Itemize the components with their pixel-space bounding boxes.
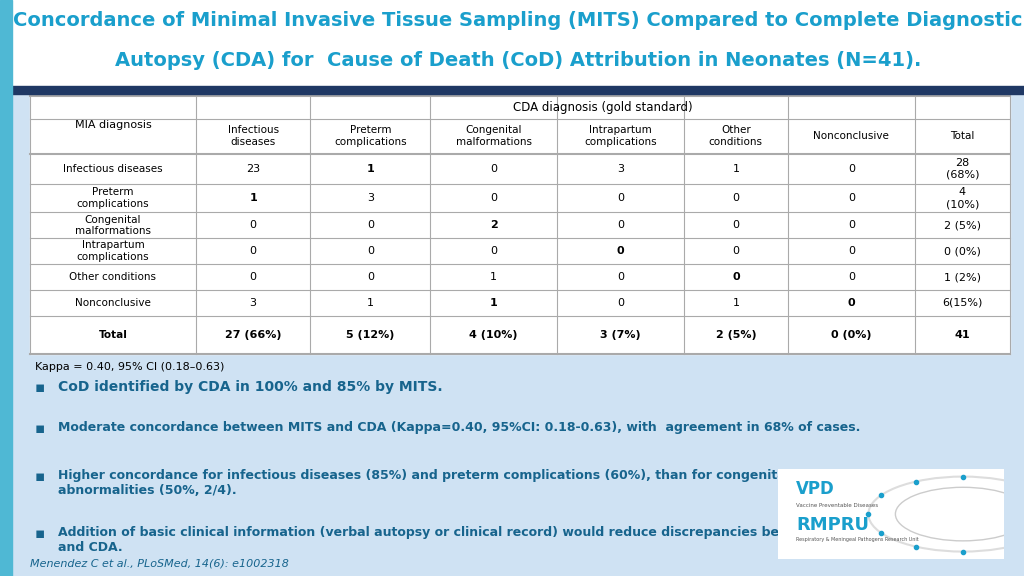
Text: 2: 2 [489, 221, 498, 230]
Text: Intrapartum
complications: Intrapartum complications [77, 240, 150, 262]
Text: 1: 1 [249, 194, 257, 203]
Text: 4
(10%): 4 (10%) [945, 187, 979, 209]
Text: 0: 0 [732, 272, 739, 282]
Text: 0 (0%): 0 (0%) [831, 330, 871, 340]
Bar [0, 0, 12, 576]
Text: 23: 23 [246, 164, 260, 174]
Text: 1: 1 [489, 298, 498, 308]
Bar [12, 86, 1024, 94]
Text: 0: 0 [367, 221, 374, 230]
Text: 0: 0 [616, 194, 624, 203]
Text: MIA diagnosis: MIA diagnosis [75, 120, 152, 130]
Text: 1: 1 [732, 298, 739, 308]
Text: 0: 0 [616, 298, 624, 308]
Text: 3: 3 [250, 298, 257, 308]
Text: 0: 0 [490, 194, 497, 203]
Text: 0: 0 [616, 272, 624, 282]
Text: 1 (2%): 1 (2%) [944, 272, 981, 282]
Text: Vaccine Preventable Diseases: Vaccine Preventable Diseases [797, 503, 879, 507]
Text: 0: 0 [732, 246, 739, 256]
Text: 28
(68%): 28 (68%) [945, 158, 979, 180]
Text: Total: Total [950, 131, 975, 141]
Text: 1: 1 [490, 272, 497, 282]
Text: Addition of basic clinical information (verbal autopsy or clinical record) would: Addition of basic clinical information (… [58, 526, 861, 554]
Text: VPD: VPD [797, 480, 835, 498]
Text: 0: 0 [848, 246, 855, 256]
Text: 1: 1 [732, 164, 739, 174]
Text: 1: 1 [367, 164, 374, 174]
Text: Higher concordance for infectious diseases (85%) and preterm complications (60%): Higher concordance for infectious diseas… [58, 469, 790, 497]
Text: Concordance of Minimal Invasive Tissue Sampling (MITS) Compared to Complete Diag: Concordance of Minimal Invasive Tissue S… [13, 10, 1023, 29]
Text: Nonconclusive: Nonconclusive [75, 298, 151, 308]
Text: 0: 0 [848, 272, 855, 282]
Text: 4 (10%): 4 (10%) [469, 330, 518, 340]
Bar [12, 0, 1024, 86]
Text: 0: 0 [616, 246, 625, 256]
Text: 0: 0 [848, 194, 855, 203]
Text: 0: 0 [367, 246, 374, 256]
Text: ▪: ▪ [35, 380, 45, 395]
Text: 0 (0%): 0 (0%) [944, 246, 981, 256]
Text: 0: 0 [367, 272, 374, 282]
Text: Kappa = 0.40, 95% CI (0.18–0.63): Kappa = 0.40, 95% CI (0.18–0.63) [35, 362, 224, 372]
Text: RMPRU: RMPRU [797, 516, 869, 534]
Text: Nonconclusive: Nonconclusive [813, 131, 889, 141]
Text: 0: 0 [250, 221, 257, 230]
Text: 5 (12%): 5 (12%) [346, 330, 394, 340]
Text: 0: 0 [848, 164, 855, 174]
Text: Moderate concordance between MITS and CDA (Kappa=0.40, 95%CI: 0.18-0.63), with  : Moderate concordance between MITS and CD… [58, 421, 860, 434]
Text: Other
conditions: Other conditions [709, 126, 763, 147]
Bar [30, 96, 1010, 354]
Text: Total: Total [98, 330, 127, 340]
Text: Other conditions: Other conditions [70, 272, 157, 282]
Text: 2 (5%): 2 (5%) [944, 221, 981, 230]
Text: Preterm
complications: Preterm complications [334, 126, 407, 147]
Text: CoD identified by CDA in 100% and 85% by MITS.: CoD identified by CDA in 100% and 85% by… [58, 380, 442, 394]
Text: Autopsy (CDA) for  Cause of Death (CoD) Attribution in Neonates (N=41).: Autopsy (CDA) for Cause of Death (CoD) A… [115, 51, 922, 70]
Text: 2 (5%): 2 (5%) [716, 330, 756, 340]
Text: 41: 41 [954, 330, 970, 340]
Text: 3: 3 [367, 194, 374, 203]
Text: ▪: ▪ [35, 421, 45, 436]
Text: 0: 0 [732, 194, 739, 203]
Text: 27 (66%): 27 (66%) [225, 330, 282, 340]
Text: 0: 0 [490, 246, 497, 256]
Text: Preterm
complications: Preterm complications [77, 187, 150, 209]
Text: ▪: ▪ [35, 469, 45, 484]
Text: 0: 0 [250, 272, 257, 282]
Text: 3 (7%): 3 (7%) [600, 330, 641, 340]
Text: Respiratory & Meningeal Pathogens Research Unit: Respiratory & Meningeal Pathogens Resear… [797, 537, 919, 541]
Text: 0: 0 [732, 221, 739, 230]
Text: 6(15%): 6(15%) [942, 298, 983, 308]
Text: 0: 0 [848, 298, 855, 308]
Text: 0: 0 [848, 221, 855, 230]
Text: CDA diagnosis (gold standard): CDA diagnosis (gold standard) [513, 101, 693, 114]
Text: Menendez C et al., PLoSMed, 14(6): e1002318: Menendez C et al., PLoSMed, 14(6): e1002… [30, 558, 289, 568]
Text: Infectious
diseases: Infectious diseases [227, 126, 279, 147]
Text: Congenital
malformations: Congenital malformations [75, 215, 151, 236]
Text: 0: 0 [616, 221, 624, 230]
Text: Infectious diseases: Infectious diseases [63, 164, 163, 174]
Text: Intrapartum
complications: Intrapartum complications [584, 126, 656, 147]
Text: 0: 0 [250, 246, 257, 256]
Text: ▪: ▪ [35, 526, 45, 541]
Text: 1: 1 [367, 298, 374, 308]
Text: Congenital
malformations: Congenital malformations [456, 126, 531, 147]
Text: 3: 3 [616, 164, 624, 174]
Text: 0: 0 [490, 164, 497, 174]
